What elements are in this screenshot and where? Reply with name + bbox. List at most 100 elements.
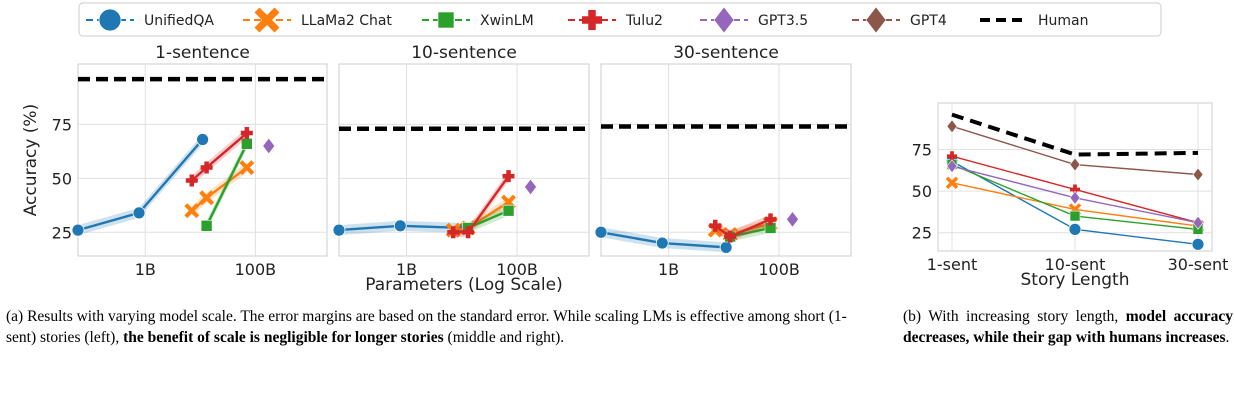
legend-label: GPT4 xyxy=(910,13,947,29)
data-point xyxy=(719,240,733,254)
series-unifiedqa xyxy=(594,225,733,254)
series-gpt3-5 xyxy=(946,159,1204,230)
data-point xyxy=(946,119,958,134)
x-tick-label: 30-sent xyxy=(1168,255,1229,274)
series-tulu2 xyxy=(185,127,253,187)
legend: UnifiedQA LLaMa2 Chat XwinLM Tulu2 GPT3.5 GPT… xyxy=(78,2,1162,37)
figure-chart: UnifiedQA LLaMa2 Chat XwinLM Tulu2 GPT3.5 GPT… xyxy=(21,2,1229,295)
legend-item-gpt3-5: GPT3.5 xyxy=(700,6,808,34)
data-point xyxy=(764,213,777,226)
data-point xyxy=(1069,210,1081,222)
y-tick-label: 50 xyxy=(912,182,932,201)
data-point xyxy=(945,176,959,190)
legend-marker xyxy=(865,6,887,34)
data-point xyxy=(200,219,213,232)
data-point xyxy=(240,127,253,140)
series-xwinlm xyxy=(200,138,253,232)
legend-item-human: Human xyxy=(980,13,1089,29)
data-point xyxy=(332,223,346,237)
data-point xyxy=(196,133,209,146)
series-tulu2 xyxy=(709,213,777,243)
data-point xyxy=(447,226,460,239)
x-tick-label: 100B xyxy=(235,260,277,279)
caption-b-end: . xyxy=(1225,329,1230,346)
legend-marker xyxy=(254,7,280,33)
legend-label: Human xyxy=(1038,13,1089,29)
human-line xyxy=(951,112,1199,157)
caption-a-text: (a) Results with varying model scale. Th… xyxy=(6,308,847,346)
data-point xyxy=(709,219,722,232)
legend-item-gpt4: GPT4 xyxy=(852,6,947,34)
panel-30-sentence: 1B 100B 30-sentence xyxy=(594,43,852,279)
legend-label: Tulu2 xyxy=(625,13,663,29)
legend-marker xyxy=(582,10,602,30)
data-point xyxy=(502,170,515,183)
caption-a-end: (middle and right). xyxy=(443,329,565,346)
x-axis-label: Story Length xyxy=(1021,270,1130,290)
caption-b-bold: model accuracy decreases, while their ga… xyxy=(903,308,1234,346)
legend-label: XwinLM xyxy=(480,13,534,29)
data-point xyxy=(185,174,198,187)
series-line xyxy=(729,226,771,238)
x-tick-label: 100B xyxy=(758,260,800,279)
data-point xyxy=(502,204,515,217)
series-llama2-chat xyxy=(184,160,255,219)
x-tick-label: 1B xyxy=(135,260,156,279)
data-point xyxy=(1192,215,1204,230)
data-point xyxy=(524,178,537,196)
plot-area xyxy=(600,63,852,257)
x-tick-label: 1-sent xyxy=(927,255,978,274)
series-unifiedqa xyxy=(332,219,471,237)
data-point xyxy=(132,206,146,220)
y-tick-label: 75 xyxy=(912,141,932,160)
data-point xyxy=(786,211,799,228)
legend-marker xyxy=(437,11,455,29)
series-line xyxy=(205,143,248,227)
data-point xyxy=(71,223,85,237)
data-point xyxy=(946,159,958,174)
data-point xyxy=(393,219,407,233)
x-tick-label: 10-sent xyxy=(1045,255,1106,274)
series-unifiedqa xyxy=(71,133,209,237)
legend-item-xwinlm: XwinLM xyxy=(422,11,534,29)
series-gpt4 xyxy=(946,119,1204,182)
data-point xyxy=(1069,157,1081,172)
data-point xyxy=(200,161,213,174)
data-point xyxy=(239,160,255,176)
series-gpt3-5 xyxy=(524,178,537,196)
data-point xyxy=(462,226,475,239)
data-point xyxy=(1068,222,1082,236)
y-tick-label: 50 xyxy=(52,169,72,188)
panel-title: 30-sentence xyxy=(673,43,779,63)
y-axis-label: Accuracy (%) xyxy=(21,104,41,216)
legend-marker xyxy=(713,6,735,34)
legend-item-unifiedqa: UnifiedQA xyxy=(86,8,214,32)
x-tick-label: 1B xyxy=(658,260,679,279)
legend-item-llama2-chat: LLaMa2 Chat xyxy=(243,7,392,33)
legend-box xyxy=(78,2,1162,37)
caption-b: (b) With increasing story length, model … xyxy=(903,306,1233,348)
data-point xyxy=(1191,237,1205,251)
series-gpt3-5 xyxy=(786,211,799,228)
caption-a-bold: the benefit of scale is negligible for l… xyxy=(123,329,444,346)
caption-b-text: (b) With increasing story length, xyxy=(903,308,1126,325)
data-point xyxy=(262,137,276,155)
legend-item-tulu2: Tulu2 xyxy=(568,10,663,30)
data-point xyxy=(594,225,608,239)
panel-1-sentence: 25 50 75 1B 100B 1-sentence Accuracy (%) xyxy=(21,43,328,279)
series-line xyxy=(467,209,509,230)
caption-a: (a) Results with varying model scale. Th… xyxy=(6,306,866,348)
data-point xyxy=(1192,167,1204,182)
legend-marker xyxy=(98,8,122,32)
x-tick-label: 1B xyxy=(396,260,417,279)
x-axis-label: Parameters (Log Scale) xyxy=(365,275,562,295)
data-point xyxy=(184,203,200,219)
panel-title: 1-sentence xyxy=(155,43,250,63)
data-point xyxy=(199,190,215,206)
series-gpt3-5 xyxy=(262,137,276,155)
legend-label: LLaMa2 Chat xyxy=(301,13,392,29)
panel-story-length: 25 50 75 1-sent 10-sent 30-sent Story Length xyxy=(912,102,1229,290)
series-tulu2 xyxy=(447,170,515,239)
y-tick-label: 75 xyxy=(52,115,72,134)
data-point xyxy=(655,236,669,250)
